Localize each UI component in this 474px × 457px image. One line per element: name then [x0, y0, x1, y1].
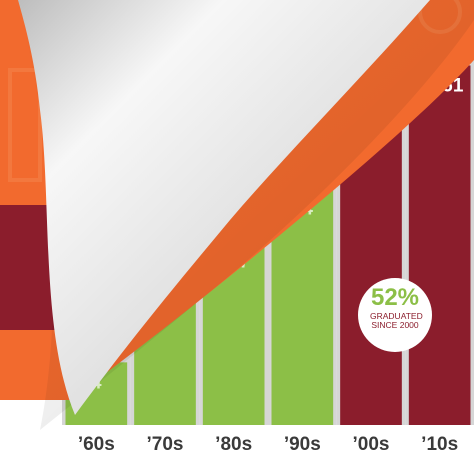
stat-caption: GRADUATED SINCE 2000: [370, 311, 423, 330]
x-tick-label: ’90s: [284, 434, 321, 455]
curled-page: [18, 0, 430, 415]
x-tick-label: ’80s: [215, 434, 252, 455]
x-tick-label: ’00s: [353, 434, 390, 455]
stat-badge: 52% GRADUATED SINCE 2000: [358, 278, 432, 352]
bar-5: [408, 65, 471, 425]
x-tick-label: ’60s: [78, 434, 115, 455]
x-tick-label: ’70s: [147, 434, 184, 455]
x-tick-label: ’10s: [421, 434, 458, 455]
stat-value: 52%: [370, 284, 420, 311]
